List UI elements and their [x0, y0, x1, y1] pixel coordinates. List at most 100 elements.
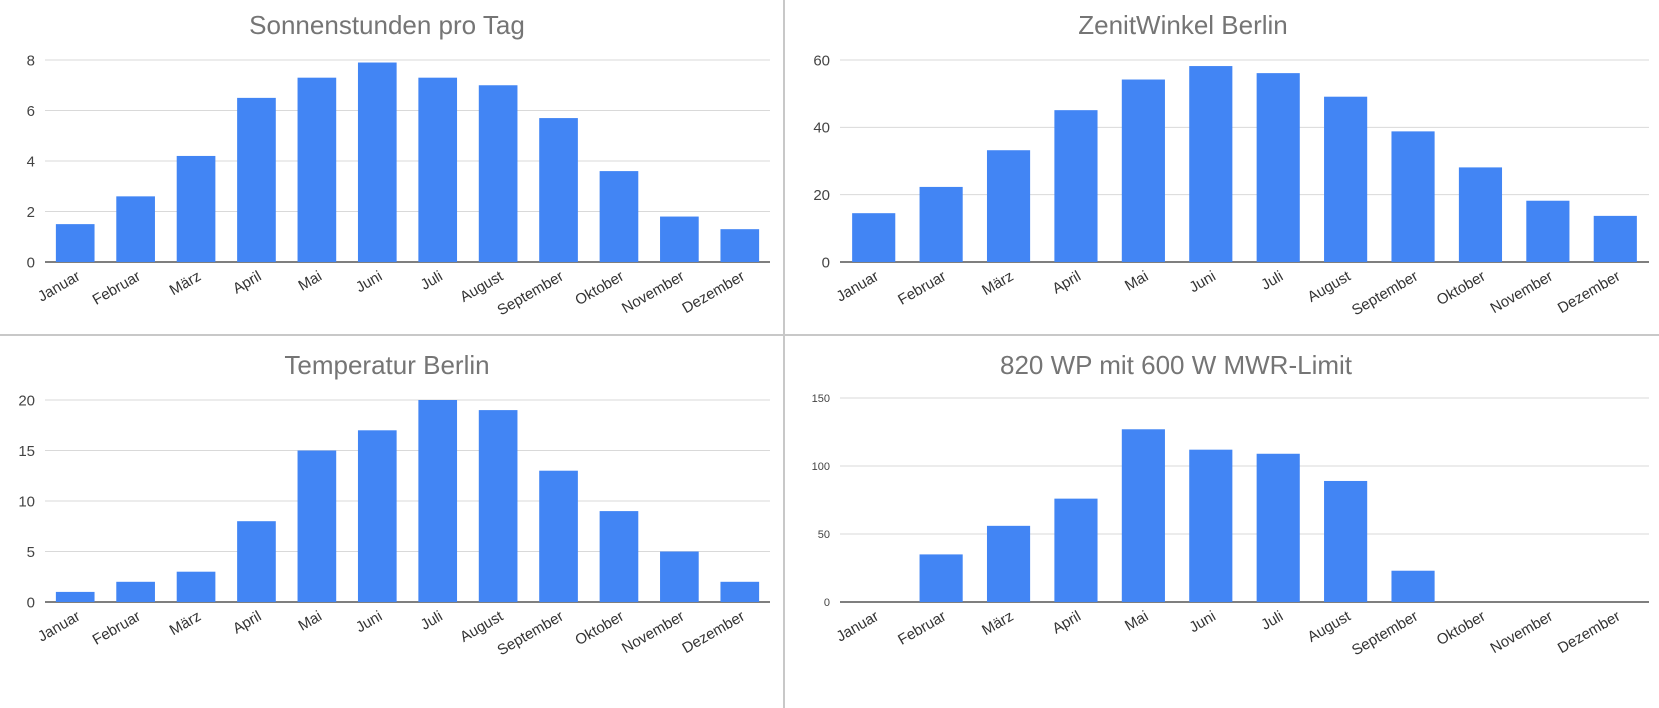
x-tick-label: Februar	[895, 268, 949, 309]
bar	[1391, 570, 1435, 602]
bar	[357, 430, 397, 602]
x-tick-label: Juli	[418, 268, 446, 294]
bar	[660, 216, 699, 262]
bar	[237, 97, 276, 262]
horizontal-divider	[0, 334, 1659, 336]
bar	[852, 213, 896, 262]
x-tick-label: August	[1305, 267, 1355, 305]
x-tick-label: September	[494, 608, 566, 659]
chart-zenitwinkel: ZenitWinkel Berlin 0 20 40 60 Januar Februar Mä…	[813, 10, 1649, 319]
x-tick-label: August	[457, 267, 507, 305]
bar	[297, 77, 337, 262]
x-tick-label: Mai	[295, 268, 324, 295]
bar	[986, 525, 1031, 602]
x-tick-label: August	[1305, 607, 1355, 645]
bar	[539, 470, 578, 602]
x-tick-label: September	[1349, 268, 1421, 319]
x-tick-label: Juni	[1186, 608, 1218, 636]
bar	[176, 571, 216, 602]
bar	[1189, 66, 1233, 262]
bar	[539, 118, 578, 262]
bar	[1256, 453, 1300, 602]
bar	[176, 155, 216, 262]
bar	[1189, 449, 1233, 602]
x-tick-label: April	[230, 608, 264, 638]
bar	[357, 62, 397, 263]
x-tick-label: September	[494, 268, 566, 319]
bar	[55, 591, 95, 602]
x-tick-label: März	[979, 608, 1016, 639]
y-tick-label: 0	[27, 594, 35, 611]
x-tick-label: August	[457, 607, 507, 645]
y-tick-label: 15	[18, 443, 35, 460]
y-tick-label: 10	[18, 493, 35, 510]
x-tick-label: September	[1349, 608, 1421, 659]
x-tick-label: Dezember	[679, 608, 747, 657]
x-tick-label: Mai	[1122, 608, 1151, 635]
bar	[1054, 498, 1098, 602]
y-tick-label: 8	[27, 52, 35, 69]
x-tick-label: Juni	[1186, 268, 1218, 296]
chart-panel-sonnenstunden: Sonnenstunden pro Tag 0 2 4 6 8 Januar Februar M…	[0, 0, 783, 334]
y-tick-label: 20	[813, 187, 830, 204]
x-tick-label: November	[619, 608, 687, 657]
bar	[237, 521, 276, 602]
x-tick-label: Juli	[1258, 268, 1286, 294]
chart-wp-limit: 820 WP mit 600 W MWR-Limit 0 50 100 150 Janua…	[812, 350, 1649, 659]
x-tick-label: Februar	[90, 268, 144, 309]
bar	[55, 224, 95, 262]
x-tick-label: April	[230, 268, 264, 298]
x-tick-label: März	[979, 268, 1016, 299]
x-tick-label: Juli	[1258, 608, 1286, 634]
y-tick-label: 4	[27, 153, 35, 170]
chart-panel-zenitwinkel: ZenitWinkel Berlin 0 20 40 60 Januar Februar Mä…	[786, 0, 1659, 334]
x-tick-label: Juni	[353, 268, 385, 296]
chart-title: 820 WP mit 600 W MWR-Limit	[1000, 350, 1353, 380]
y-tick-label: 0	[27, 254, 35, 271]
chart-title: Sonnenstunden pro Tag	[249, 10, 525, 40]
chart-panel-temperatur: Temperatur Berlin 0 5 10 15 20 Januar Februar Mä…	[0, 336, 783, 708]
chart-sonnenstunden: Sonnenstunden pro Tag 0 2 4 6 8 Januar Februar M…	[27, 10, 770, 319]
chart-panel-wp-limit: 820 WP mit 600 W MWR-Limit 0 50 100 150 Janua…	[786, 336, 1659, 708]
y-tick-label: 60	[813, 52, 830, 69]
x-tick-label: März	[167, 608, 204, 639]
bar	[1121, 79, 1165, 262]
y-tick-label: 5	[27, 544, 35, 561]
bar	[1458, 167, 1503, 262]
bar	[1121, 429, 1165, 602]
bar	[919, 554, 963, 602]
bar	[599, 171, 639, 262]
y-tick-label: 0	[824, 597, 830, 609]
y-tick-label: 100	[812, 461, 830, 473]
bar	[1054, 110, 1098, 262]
bar	[116, 581, 155, 602]
bar	[1324, 96, 1368, 263]
y-tick-label: 0	[822, 254, 830, 271]
x-tick-label: Dezember	[679, 268, 747, 317]
x-tick-label: Dezember	[1555, 608, 1623, 657]
bar	[116, 196, 155, 262]
x-tick-label: April	[1049, 608, 1083, 638]
bar	[919, 186, 963, 262]
x-tick-label: Februar	[90, 608, 144, 649]
y-tick-label: 2	[27, 204, 35, 221]
bar	[1324, 480, 1368, 602]
x-tick-label: Januar	[35, 268, 83, 306]
bar	[599, 511, 639, 602]
chart-temperatur: Temperatur Berlin 0 5 10 15 20 Januar Februar Mä…	[18, 350, 770, 659]
bar	[720, 581, 760, 602]
x-tick-label: Januar	[35, 608, 83, 646]
y-tick-label: 40	[813, 120, 830, 137]
x-tick-label: Mai	[1122, 268, 1151, 295]
vertical-divider	[783, 0, 785, 708]
x-tick-label: Januar	[833, 268, 881, 306]
bar	[720, 229, 760, 262]
x-tick-label: April	[1049, 268, 1083, 298]
bar	[1526, 200, 1570, 262]
x-tick-label: Juli	[418, 608, 446, 634]
x-tick-label: Oktober	[1434, 608, 1489, 649]
x-tick-label: Juni	[353, 608, 385, 636]
bar	[660, 551, 699, 602]
y-tick-label: 6	[27, 103, 35, 120]
x-tick-label: März	[167, 268, 204, 299]
